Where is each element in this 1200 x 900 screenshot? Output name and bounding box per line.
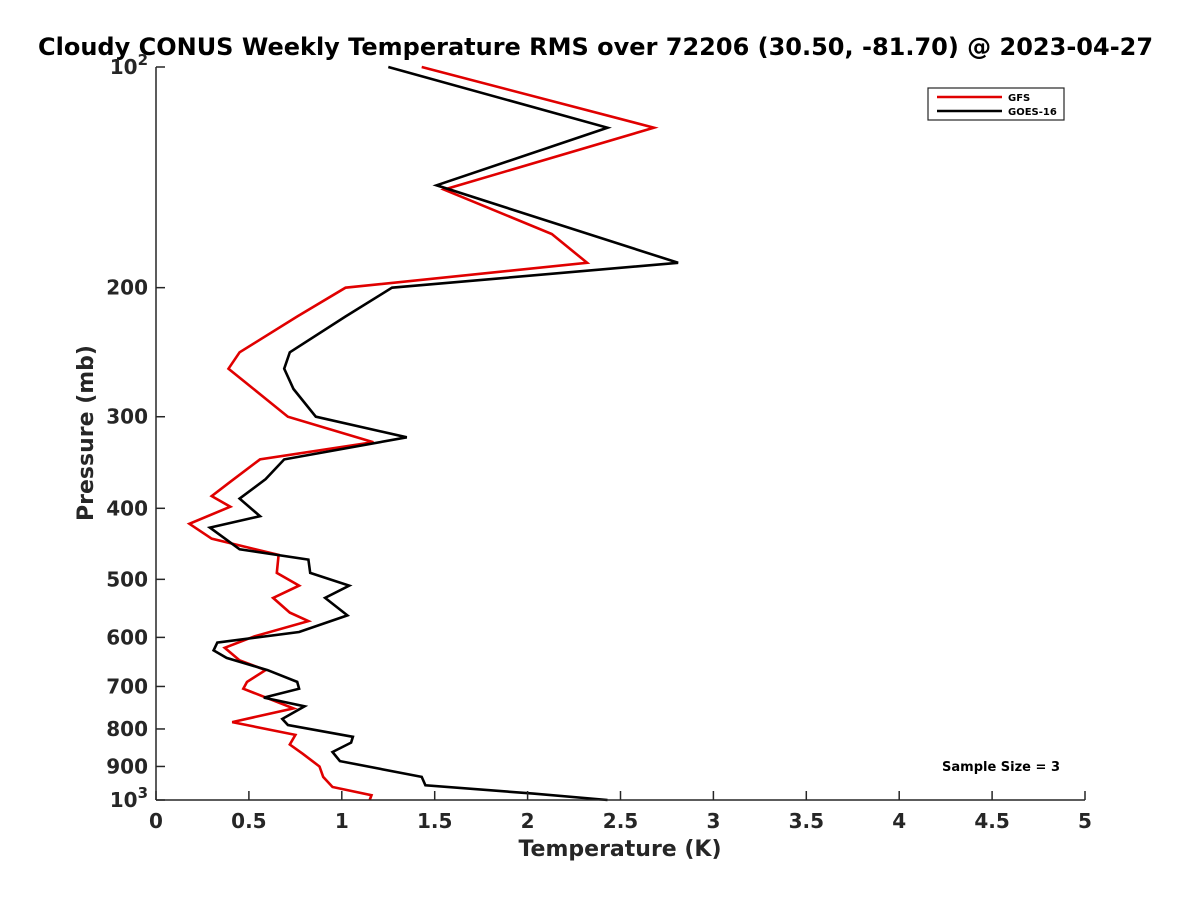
x-tick-label: 0 bbox=[149, 809, 163, 833]
x-tick-label: 4 bbox=[892, 809, 906, 833]
y-tick-label: 103 bbox=[110, 784, 148, 812]
x-tick-label: 1 bbox=[335, 809, 349, 833]
plot-area bbox=[156, 67, 1085, 800]
ticks-layer: 0 0.5 1 1.5 2 2.5 3 3.5 4 4.5 5 102 200 300 400 500 600 7… bbox=[106, 51, 1092, 833]
y-tick-label: 400 bbox=[106, 496, 148, 520]
y-tick-label: 800 bbox=[106, 717, 148, 741]
series-layer bbox=[186, 65, 679, 802]
x-tick-label: 2.5 bbox=[603, 809, 638, 833]
y-tick-label: 200 bbox=[106, 276, 148, 300]
legend: GFS GOES-16 bbox=[927, 87, 1065, 121]
y-tick-label: 500 bbox=[106, 567, 148, 591]
x-tick-label: 3.5 bbox=[789, 809, 824, 833]
x-tick-label: 1.5 bbox=[417, 809, 452, 833]
x-tick-label: 0.5 bbox=[231, 809, 266, 833]
x-axis-label: Temperature (K) bbox=[518, 837, 721, 862]
y-tick-label: 900 bbox=[106, 754, 148, 778]
y-tick-label: 700 bbox=[106, 674, 148, 698]
y-tick-label: 600 bbox=[106, 625, 148, 649]
legend-label-gfs: GFS bbox=[1008, 93, 1030, 104]
sample-size-annotation: Sample Size = 3 bbox=[942, 760, 1060, 775]
x-tick-label: 2 bbox=[521, 809, 535, 833]
legend-box bbox=[927, 87, 1065, 121]
x-tick-label: 4.5 bbox=[974, 809, 1009, 833]
y-axis-label: Pressure (mb) bbox=[74, 345, 99, 521]
chart-title: Cloudy CONUS Weekly Temperature RMS over… bbox=[38, 33, 1153, 61]
series-line-goes-16 bbox=[206, 65, 679, 802]
y-tick-label: 102 bbox=[110, 51, 148, 79]
legend-label-goes-16: GOES-16 bbox=[1008, 107, 1057, 118]
y-tick-label: 300 bbox=[106, 405, 148, 429]
x-tick-label: 3 bbox=[706, 809, 720, 833]
x-tick-label: 5 bbox=[1078, 809, 1092, 833]
series-line-gfs bbox=[186, 65, 659, 801]
